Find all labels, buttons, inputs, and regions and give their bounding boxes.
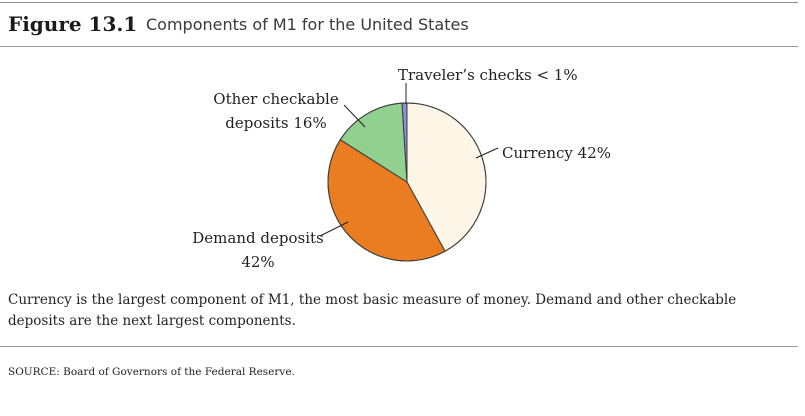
figure-caption: Currency is the largest component of M1,… <box>8 292 737 329</box>
slice-labels: Currency 42% Demand deposits 42% Other chec… <box>192 66 611 271</box>
slice-label-line: Traveler’s checks < 1% <box>398 66 578 84</box>
figure-number: Figure 13.1 <box>8 12 138 36</box>
top-rule <box>0 2 798 3</box>
slice-label: Other checkable deposits 16% <box>213 90 339 132</box>
slice-label-line: 42% <box>241 253 274 271</box>
slice-label: Demand deposits 42% <box>192 229 323 271</box>
leader-lines <box>319 83 499 237</box>
slice-label-line: Other checkable <box>213 90 339 108</box>
slice-label: Currency 42% <box>502 144 611 162</box>
slice-label-line: Demand deposits <box>192 229 323 247</box>
pie-outline <box>327 102 487 262</box>
slice-label-line: Currency 42% <box>502 144 611 162</box>
figure-title: Components of M1 for the United States <box>146 15 469 34</box>
source-note: SOURCE: Board of Governors of the Federa… <box>8 366 295 378</box>
caption-rule <box>0 346 798 347</box>
leader-line <box>319 221 349 237</box>
slice-label: Traveler’s checks < 1% <box>398 66 578 84</box>
slice-label-line: deposits 16% <box>225 114 326 132</box>
leader-line <box>475 147 499 159</box>
pie-slices <box>327 102 487 262</box>
leader-line <box>343 104 366 128</box>
pie-chart: Currency 42% Demand deposits 42% Other chec… <box>192 66 611 271</box>
header-rule <box>0 46 798 47</box>
